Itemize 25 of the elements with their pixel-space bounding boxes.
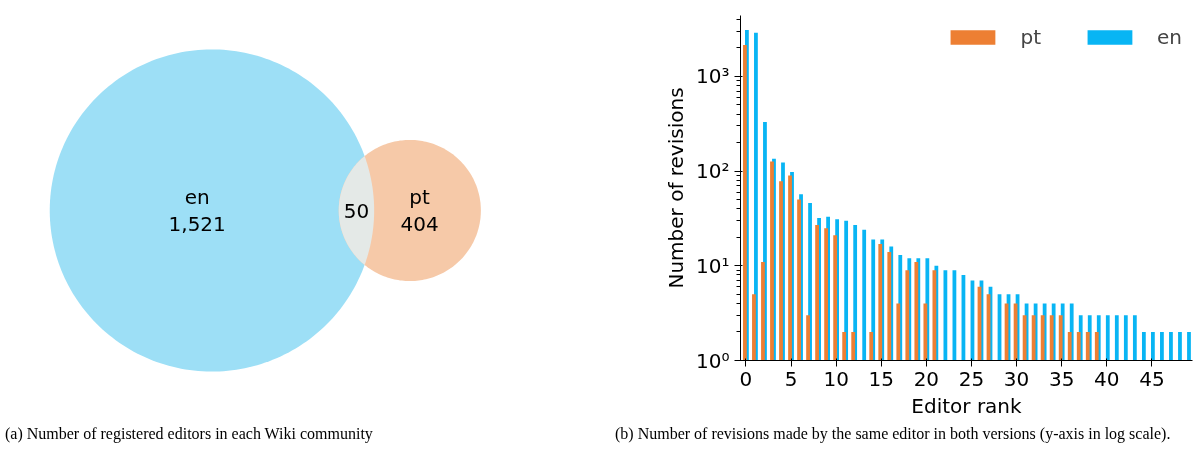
x-tick-label: 5 xyxy=(784,366,798,391)
y-tick-label: 10³ xyxy=(696,64,730,89)
y-tick-label: 10⁰ xyxy=(696,348,730,373)
x-tick-label: 25 xyxy=(958,366,985,391)
text: (b) Number of revisions made by the same editor in both versions (y-axis in log scale). xyxy=(615,425,1171,443)
data-label: 404 xyxy=(400,212,439,237)
x-tick-label: 20 xyxy=(913,366,940,391)
legend-label: pt xyxy=(1020,25,1042,49)
x-tick-label: 30 xyxy=(1003,366,1030,391)
y-axis-title: Number of revisions xyxy=(664,87,689,289)
legend-label: en xyxy=(1157,25,1182,49)
x-axis-title: Editor rank xyxy=(911,393,1023,418)
x-tick-label: 40 xyxy=(1094,366,1120,391)
x-tick-label: 0 xyxy=(739,366,753,391)
text: (a) Number of registered editors in each Wiki community xyxy=(5,425,373,443)
y-tick-label: 10² xyxy=(696,159,730,184)
x-tick-label: 10 xyxy=(823,366,849,391)
text: 50 xyxy=(343,198,370,223)
x-tick-label: 35 xyxy=(1048,366,1075,391)
data-label: 1,521 xyxy=(168,212,226,237)
x-tick-label: 45 xyxy=(1139,366,1165,391)
category-label: pt xyxy=(409,184,431,209)
category-label: en xyxy=(184,184,210,209)
y-tick-label: 10¹ xyxy=(696,253,730,278)
x-tick-label: 15 xyxy=(868,366,894,391)
